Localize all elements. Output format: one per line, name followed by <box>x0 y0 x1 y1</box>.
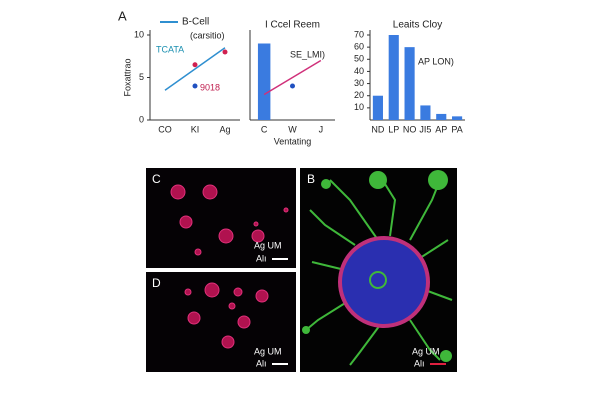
x-tick-label: W <box>288 124 297 134</box>
cell-body <box>338 236 430 328</box>
x-tick-label: NO <box>403 124 417 134</box>
annotation: (carsitio) <box>190 30 225 40</box>
y-tick-label: 0 <box>139 114 144 124</box>
y-tick-label: 70 <box>354 29 364 39</box>
scale-unit: Alı <box>256 253 267 263</box>
y-tick-label: 10 <box>354 102 364 112</box>
nucleus-detail <box>369 271 387 289</box>
data-point <box>222 49 228 55</box>
x-tick-label: JI5 <box>419 124 431 134</box>
growth-cones <box>302 170 452 362</box>
scale-text: Ag UM <box>254 346 282 356</box>
panel-label: D <box>152 276 161 290</box>
micrograph <box>146 168 296 268</box>
chart-title: I Ccel Reem <box>265 20 320 31</box>
image-panel: D Ag UM Alı <box>146 272 296 372</box>
scale-unit: Alı <box>256 358 267 368</box>
annotation: TCATA <box>156 44 184 54</box>
micrograph <box>146 272 296 372</box>
legend-label: B-Cell <box>182 17 209 28</box>
y-tick-label: 5 <box>139 72 144 82</box>
annotation: 9018 <box>200 82 220 92</box>
x-tick-label: CO <box>158 124 172 134</box>
projections <box>305 175 453 366</box>
scale-unit: Alı <box>414 358 425 368</box>
y-tick-label: 50 <box>354 54 364 64</box>
annotation: AP LON) <box>418 56 454 66</box>
bar <box>436 113 447 120</box>
bar <box>372 95 383 120</box>
x-tick-label: AP <box>435 124 447 134</box>
image-panel: C Ag UM Alı <box>146 168 296 268</box>
panel-label: C <box>152 172 161 186</box>
y-tick-label: 20 <box>354 90 364 100</box>
cells <box>184 282 269 349</box>
scale-text: Ag UM <box>412 346 440 356</box>
x-tick-label: LP <box>388 124 399 134</box>
bar <box>404 47 415 121</box>
panel-label: B <box>307 172 315 186</box>
x-tick-label: PA <box>451 124 462 134</box>
bar <box>420 105 431 120</box>
x-tick-label: J <box>319 124 324 134</box>
x-axis-label: Ventating <box>274 136 312 146</box>
scale-text: Ag UM <box>254 240 282 250</box>
data-point <box>192 83 198 89</box>
bar <box>388 35 399 120</box>
x-tick-label: Ag <box>219 124 230 134</box>
x-tick-label: KI <box>191 124 200 134</box>
series-line <box>263 59 322 96</box>
data-point <box>290 83 295 89</box>
series-line <box>164 47 226 91</box>
image-panel: B Ag UM Alı <box>300 168 457 372</box>
figure-label: A <box>118 8 127 23</box>
bar <box>257 43 271 120</box>
x-tick-label: ND <box>371 124 384 134</box>
x-tick-label: C <box>261 124 268 134</box>
annotation: SE_LMI) <box>290 49 325 59</box>
y-axis-label: Foxattrao <box>122 58 132 96</box>
chart-title: Leaits Cloy <box>393 20 442 31</box>
bar <box>452 116 463 120</box>
y-tick-label: 10 <box>134 29 144 39</box>
cells <box>170 184 289 256</box>
data-point <box>192 62 198 68</box>
y-tick-label: 40 <box>354 66 364 76</box>
y-tick-label: 60 <box>354 42 364 52</box>
y-tick-label: 30 <box>354 78 364 88</box>
